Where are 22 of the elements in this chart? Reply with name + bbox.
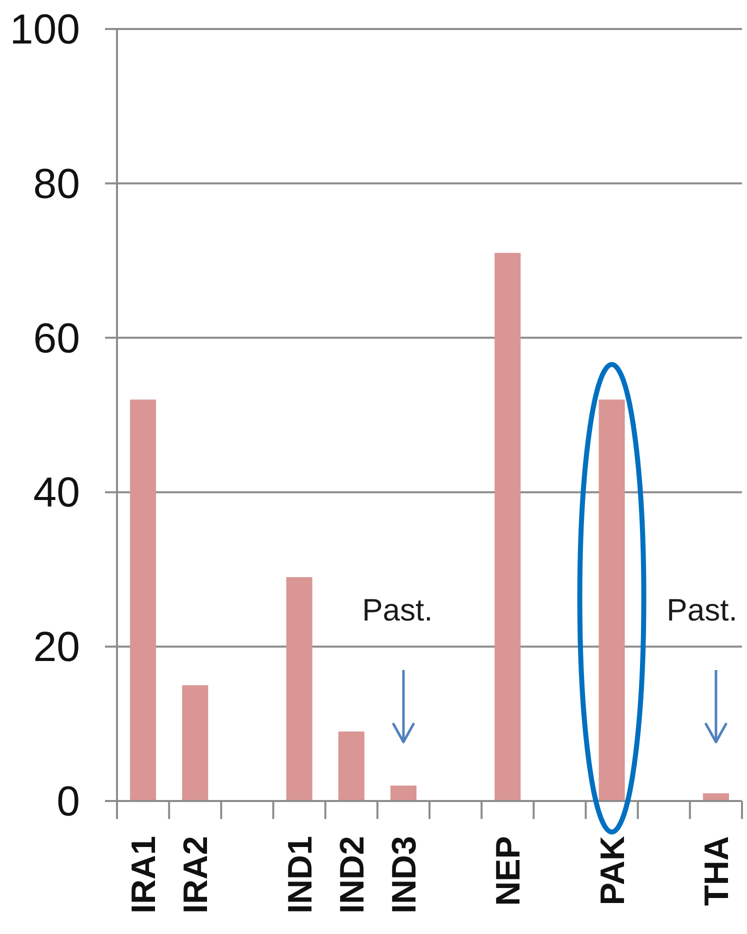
y-tick-label: 60	[33, 314, 80, 362]
annotation: Past.	[666, 592, 738, 628]
bar	[130, 400, 156, 801]
x-tick-label: PAK	[594, 836, 632, 906]
y-tick-label: 20	[33, 623, 80, 670]
bar	[182, 685, 208, 801]
x-tick-label: IND2	[333, 836, 372, 914]
y-tick-label: 100	[10, 6, 80, 52]
y-tick-label: 80	[33, 160, 80, 207]
x-tick-label: THA	[698, 836, 736, 906]
x-tick-label: IND3	[385, 836, 424, 914]
annotation: Past.	[362, 592, 433, 628]
bar	[390, 786, 416, 801]
x-tick-label: IND1	[281, 836, 320, 914]
bar	[286, 577, 312, 801]
x-tick-label: IRA2	[177, 836, 216, 914]
bar	[494, 252, 521, 801]
x-tick-label: IRA1	[125, 836, 164, 914]
y-tick-label: 40	[33, 468, 80, 516]
bar	[338, 732, 364, 801]
x-tick-label: NEP	[490, 836, 528, 906]
y-tick-label: 0	[56, 778, 80, 824]
